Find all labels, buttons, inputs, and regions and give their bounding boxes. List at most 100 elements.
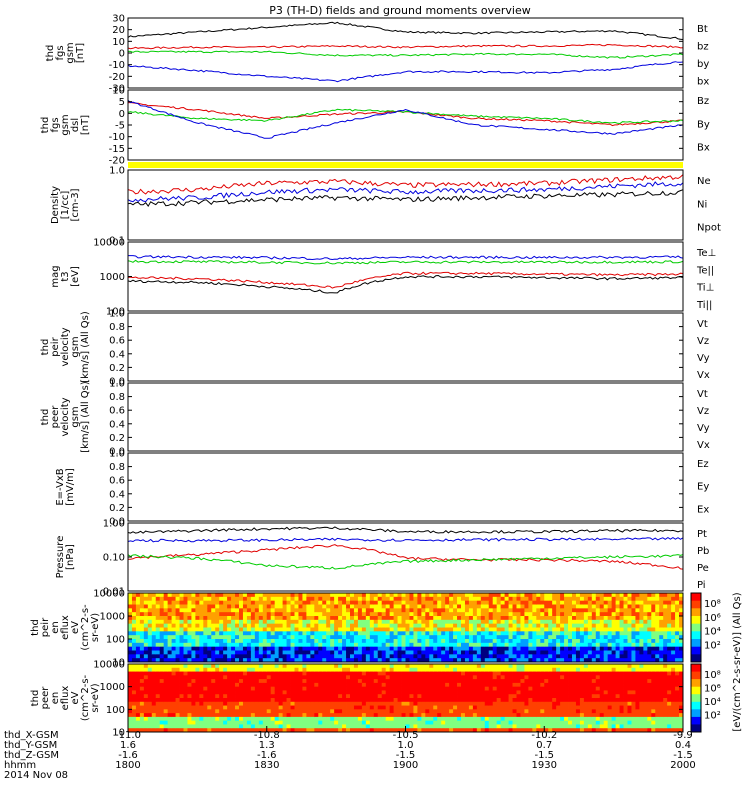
- heat-cell: [199, 720, 204, 725]
- heat-cell: [294, 650, 299, 655]
- heat-cell: [619, 639, 624, 644]
- heat-cell: [231, 720, 236, 725]
- heat-cell: [433, 616, 438, 621]
- heat-cell: [472, 705, 478, 710]
- heat-cell: [619, 604, 624, 609]
- heat-cell: [488, 682, 494, 688]
- heat-cell: [246, 690, 252, 695]
- heat-cell: [369, 705, 375, 710]
- heat-cell: [211, 608, 216, 613]
- heat-cell: [468, 664, 474, 669]
- heat-cell: [512, 619, 517, 625]
- heat-cell: [552, 604, 557, 609]
- heat-cell: [393, 664, 398, 669]
- heat-cell: [346, 619, 351, 625]
- heat-cell: [266, 654, 272, 659]
- heat-cell: [258, 709, 264, 714]
- heat-cell: [235, 600, 240, 605]
- heat-cell: [516, 623, 521, 628]
- heat-cell: [516, 627, 521, 632]
- heat-cell: [350, 608, 355, 613]
- heat-cell: [643, 619, 648, 625]
- heat-cell: [258, 627, 264, 632]
- heat-cell: [350, 596, 355, 602]
- heat-cell: [603, 631, 609, 636]
- heat-cell: [631, 646, 636, 651]
- heat-cell: [464, 658, 470, 663]
- heat-cell: [326, 596, 331, 602]
- heat-cell: [338, 654, 343, 659]
- heat-cell: [346, 694, 351, 699]
- heat-cell: [270, 608, 276, 613]
- heat-cell: [215, 701, 220, 706]
- heat-cell: [350, 623, 355, 628]
- heat-cell: [139, 728, 145, 733]
- heat-cell: [223, 667, 228, 672]
- heat-cell: [413, 646, 418, 651]
- heat-cell: [413, 631, 418, 636]
- heat-cell: [417, 600, 422, 605]
- heat-cell: [532, 698, 537, 703]
- heat-cell: [191, 623, 196, 628]
- heat-cell: [266, 639, 272, 644]
- heat-cell: [258, 642, 264, 648]
- heat-cell: [651, 631, 656, 636]
- heat-cell: [556, 608, 561, 613]
- heat-cell: [151, 646, 157, 651]
- heat-cell: [131, 623, 137, 628]
- heat-cell: [128, 631, 133, 636]
- heat-cell: [227, 724, 232, 729]
- heat-cell: [441, 639, 446, 644]
- heat-cell: [476, 623, 482, 628]
- heat-cell: [128, 616, 133, 621]
- heat-cell: [242, 698, 248, 703]
- heat-cell: [139, 654, 145, 659]
- heat-cell: [147, 604, 153, 609]
- heat-cell: [564, 713, 569, 718]
- heat-cell: [211, 627, 216, 632]
- heat-cell: [306, 720, 311, 725]
- heat-cell: [207, 619, 212, 625]
- heat-cell: [560, 698, 565, 703]
- heat-cell: [512, 650, 517, 655]
- heat-cell: [401, 623, 406, 628]
- heat-cell: [441, 679, 446, 684]
- heat-cell: [516, 616, 521, 621]
- heat-cell: [302, 616, 307, 621]
- heat-cell: [611, 724, 616, 729]
- heat-cell: [175, 654, 180, 659]
- heat-cell: [472, 713, 478, 718]
- heat-cell: [175, 600, 180, 605]
- heat-cell: [671, 639, 676, 644]
- heat-cell: [524, 698, 529, 703]
- heat-cell: [516, 658, 521, 663]
- heat-cell: [393, 728, 398, 733]
- ylabel-line: gsm: [60, 114, 71, 135]
- heat-cell: [353, 686, 359, 691]
- heat-cell: [298, 627, 303, 632]
- heat-cell: [373, 642, 379, 648]
- heat-cell: [385, 694, 391, 699]
- heat-cell: [635, 646, 640, 651]
- heat-cell: [433, 701, 438, 706]
- heat-cell: [294, 616, 299, 621]
- heat-cell: [417, 593, 422, 598]
- heat-cell: [449, 705, 454, 710]
- heat-cell: [298, 642, 303, 648]
- heat-cell: [457, 650, 462, 655]
- heat-cell: [318, 616, 323, 621]
- heat-cell: [500, 608, 505, 613]
- heat-cell: [338, 671, 343, 676]
- heat-cell: [369, 627, 375, 632]
- heat-cell: [131, 682, 137, 688]
- heat-cell: [159, 720, 165, 725]
- heat-cell: [500, 623, 505, 628]
- heat-cell: [393, 635, 398, 640]
- heat-cell: [258, 679, 264, 684]
- heat-cell: [433, 705, 438, 710]
- heat-cell: [516, 709, 521, 714]
- heat-cell: [496, 650, 502, 655]
- heat-cell: [540, 724, 545, 729]
- heat-cell: [334, 728, 339, 733]
- heat-cell: [663, 604, 668, 609]
